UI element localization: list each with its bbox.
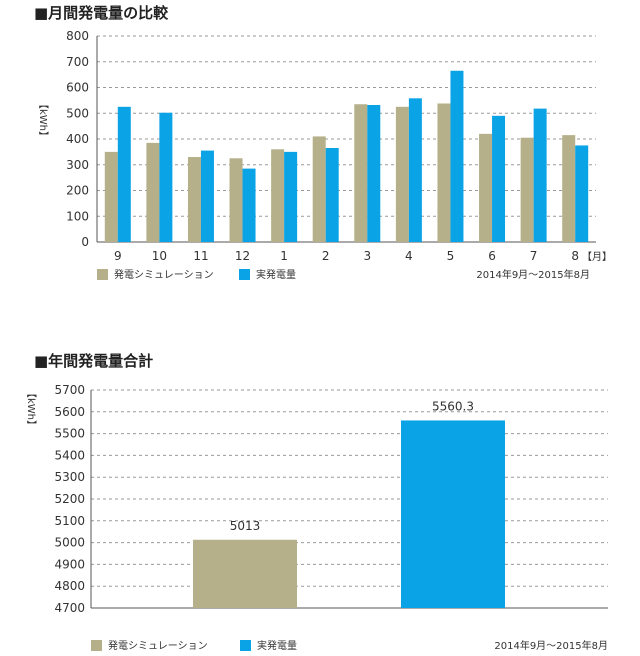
bar-simulation (562, 135, 576, 242)
bar-simulation (479, 133, 493, 242)
y-tick-label: 4900 (54, 557, 85, 571)
x-tick-label: 8 (571, 249, 579, 263)
bar-actual (492, 115, 506, 242)
bar-actual (408, 98, 422, 242)
x-tick-label: 6 (488, 249, 496, 263)
bar-simulation (187, 157, 201, 242)
y-axis-label: 【kWh】 (25, 388, 37, 430)
x-tick-label: 5 (447, 249, 455, 263)
annual-chart-title: ■年間発電量合計 (34, 352, 154, 370)
x-tick-label: 10 (152, 249, 167, 263)
bar-actual (575, 145, 589, 242)
x-tick-label: 3 (363, 249, 371, 263)
bar-simulation (312, 136, 326, 242)
y-tick-label: 0 (81, 235, 89, 249)
bar-simulation (271, 149, 285, 242)
bar-actual (401, 420, 505, 608)
y-tick-label: 5100 (54, 514, 85, 528)
bar-simulation (437, 103, 451, 242)
bar-value-label: 5560.3 (432, 399, 474, 413)
bar-actual (325, 148, 339, 242)
y-tick-label: 5400 (54, 448, 85, 462)
bar-actual (533, 108, 547, 243)
y-tick-label: 4800 (54, 579, 85, 593)
y-tick-label: 700 (66, 55, 89, 69)
y-axis-label: 【kWh】 (37, 99, 49, 141)
bar-simulation (520, 137, 534, 242)
bar-simulation (229, 158, 243, 242)
y-tick-label: 100 (66, 209, 89, 223)
legend-swatch-simulation (91, 640, 102, 651)
bar-actual (284, 151, 298, 242)
bar-actual (367, 105, 381, 242)
x-tick-label: 4 (405, 249, 413, 263)
y-tick-label: 5300 (54, 470, 85, 484)
monthly-chart-title: ■月間発電量の比較 (34, 4, 169, 22)
y-tick-label: 500 (66, 106, 89, 120)
bar-simulation (354, 104, 368, 242)
y-tick-label: 600 (66, 81, 89, 95)
legend-label-simulation: 発電シミュレーション (114, 268, 214, 281)
x-tick-label: 7 (530, 249, 538, 263)
annual-total-chart: 4700 4800 4900 5000 5100 5200 5300 5400 5500 5600… (25, 383, 608, 652)
bar-actual (200, 150, 214, 242)
date-range-note: 2014年9月～2015年8月 (494, 639, 608, 652)
legend-swatch-simulation (97, 269, 108, 280)
date-range-note: 2014年9月～2015年8月 (476, 268, 590, 281)
y-tick-label: 5500 (54, 427, 85, 441)
y-tick-label: 5000 (54, 536, 85, 550)
y-tick-label: 5200 (54, 492, 85, 506)
bar-actual (450, 70, 464, 242)
x-tick-label: 11 (193, 249, 208, 263)
bar-simulation (146, 142, 160, 242)
y-tick-label: 4700 (54, 601, 85, 615)
bar-actual (117, 106, 131, 242)
y-tick-label: 800 (66, 29, 89, 43)
legend-label-actual: 実発電量 (256, 268, 296, 281)
x-tick-label: 2 (322, 249, 330, 263)
bar-actual (242, 168, 256, 242)
x-tick-label: 12 (235, 249, 250, 263)
x-axis-label: 【月】 (582, 251, 612, 263)
bar-simulation (395, 106, 409, 242)
bar-actual (159, 112, 173, 242)
y-tick-label: 200 (66, 184, 89, 198)
legend-swatch-actual (239, 269, 250, 280)
x-tick-label: 1 (280, 249, 288, 263)
bar-simulation (193, 539, 297, 608)
legend-swatch-actual (240, 640, 251, 651)
y-tick-label: 5600 (54, 405, 85, 419)
y-tick-label: 5700 (54, 383, 85, 397)
legend-label-actual: 実発電量 (257, 639, 297, 652)
x-tick-label: 9 (114, 249, 122, 263)
bar-value-label: 5013 (230, 519, 261, 533)
y-tick-label: 300 (66, 158, 89, 172)
legend-label-simulation: 発電シミュレーション (108, 639, 208, 652)
bar-simulation (104, 151, 118, 242)
y-tick-label: 400 (66, 132, 89, 146)
